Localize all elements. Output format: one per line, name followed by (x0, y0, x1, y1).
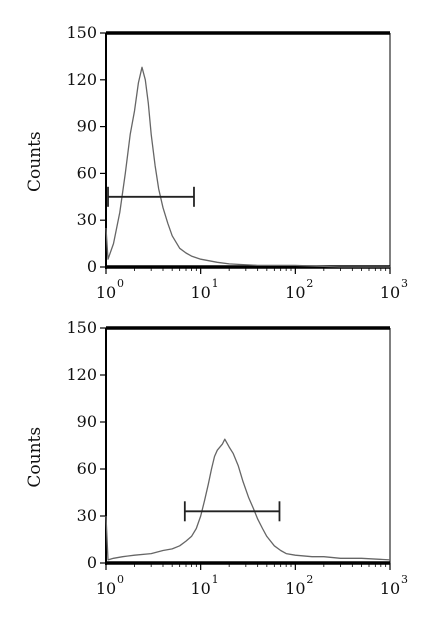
y-tick-label: 0 (87, 553, 97, 572)
y-tick-label: 120 (66, 365, 97, 384)
x-tick-label: 10 (190, 579, 210, 598)
y-tick-label: 120 (66, 70, 97, 89)
x-tick-label: 10 (96, 283, 116, 302)
x-tick-exponent: 2 (306, 277, 313, 290)
x-tick-label: 10 (285, 283, 305, 302)
x-tick-exponent: 3 (401, 277, 408, 290)
y-tick-label: 30 (77, 210, 97, 229)
x-tick-label: 10 (96, 579, 116, 598)
y-tick-label: 60 (77, 163, 97, 182)
y-tick-label: 150 (66, 318, 97, 337)
histogram-series-line (105, 438, 391, 561)
y-tick-label: 90 (77, 117, 97, 136)
x-tick-exponent: 1 (212, 573, 219, 586)
x-tick-exponent: 0 (117, 573, 124, 586)
y-axis-label: Counts (25, 131, 45, 192)
y-tick-label: 0 (87, 257, 97, 276)
x-tick-label: 10 (190, 283, 210, 302)
y-axis-label: Counts (25, 427, 45, 488)
x-tick-exponent: 3 (401, 573, 408, 586)
y-tick-label: 150 (66, 23, 97, 42)
y-tick-label: 90 (77, 412, 97, 431)
x-tick-exponent: 1 (212, 277, 219, 290)
x-tick-exponent: 0 (117, 277, 124, 290)
y-tick-label: 60 (77, 459, 97, 478)
y-tick-label: 30 (77, 506, 97, 525)
x-tick-label: 10 (285, 579, 305, 598)
x-tick-label: 10 (380, 579, 400, 598)
x-tick-label: 10 (380, 283, 400, 302)
histogram-series-line (105, 66, 390, 268)
x-tick-exponent: 2 (306, 573, 313, 586)
